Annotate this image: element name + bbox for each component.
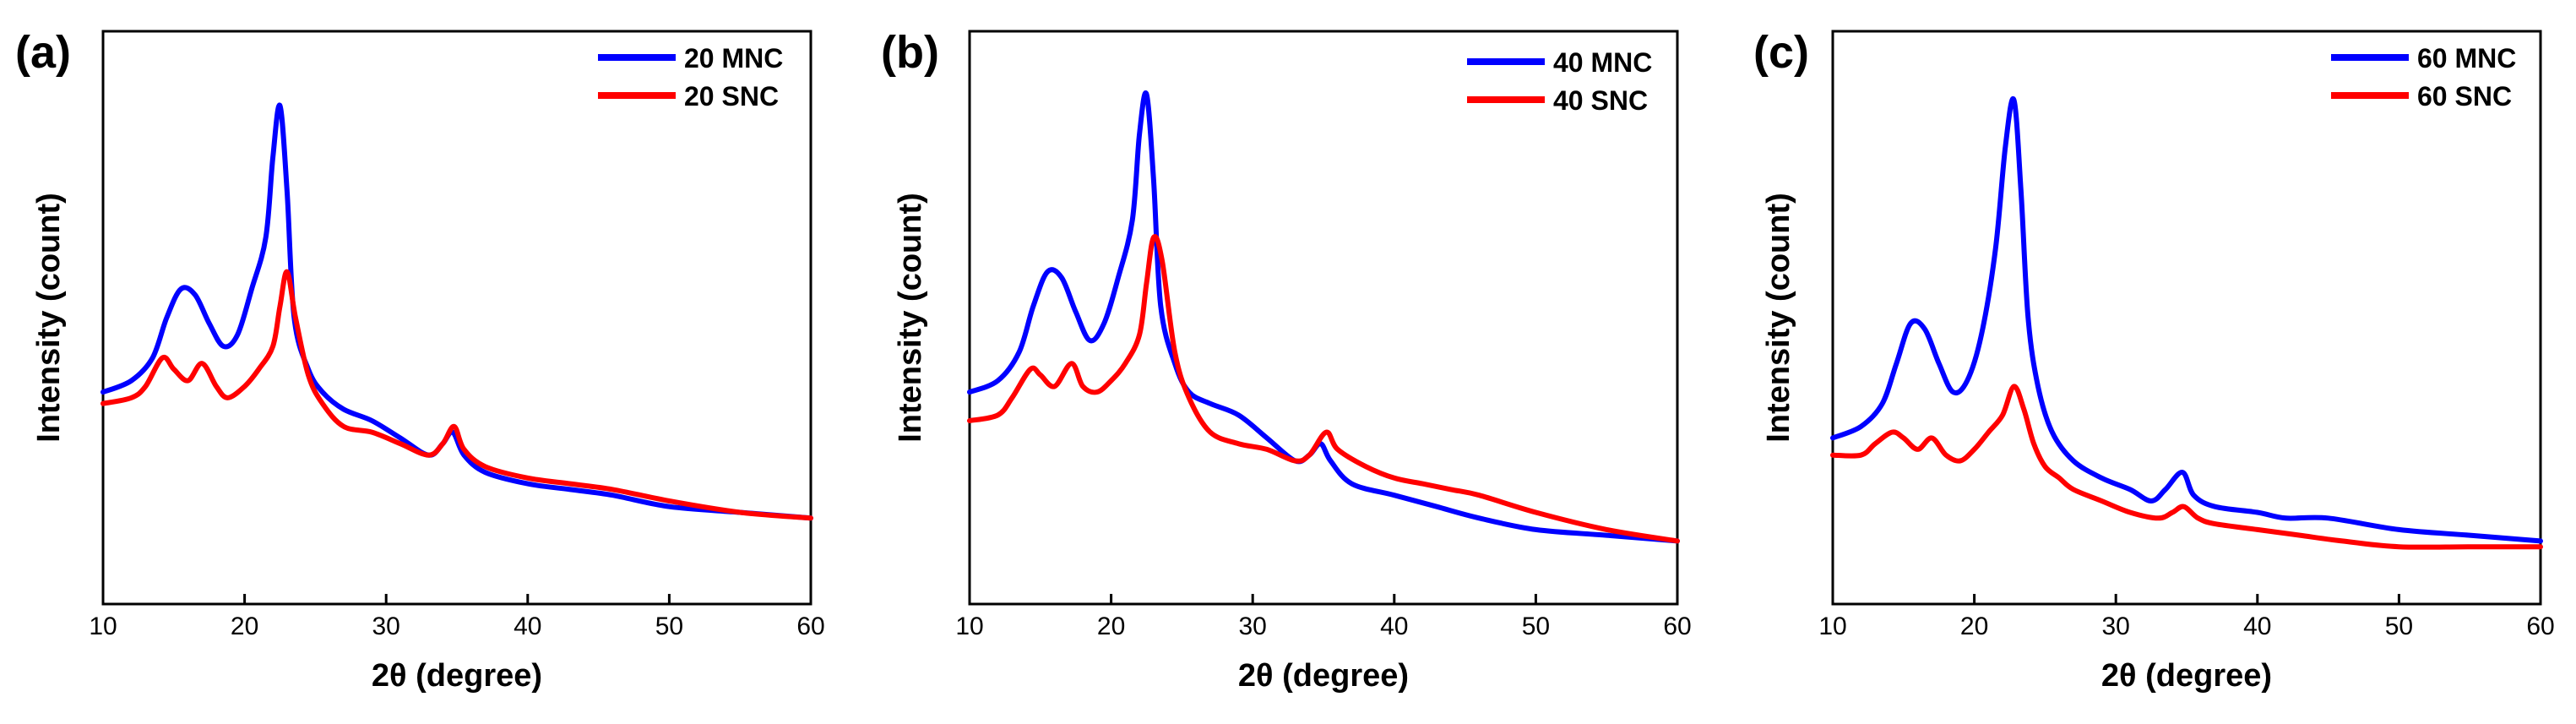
y-axis-title-c: Intensity (count) [1761,193,1796,443]
x-tick-label-50: 50 [1522,612,1550,640]
legend-label-60-snc: 60 SNC [2417,81,2512,112]
series-line-20-snc [101,269,813,521]
x-axis-ticks-c: 10 20 30 40 50 60 [1818,594,2555,640]
legend-a: 20 MNC 20 SNC [598,43,783,112]
x-tick-label-60: 60 [2526,612,2554,640]
panel-label-c: (c) [1753,27,1809,78]
x-tick-label-60: 60 [796,612,824,640]
legend-label-20-snc: 20 SNC [684,81,779,112]
y-axis-title-b: Intensity (count) [893,193,928,443]
series-lines-a [101,102,813,521]
series-lines-b [967,90,1680,544]
x-tick-label-10: 10 [1818,612,1846,640]
series-line-20-mnc [101,102,813,521]
legend-label-20-mnc: 20 MNC [684,43,783,73]
legend-label-40-mnc: 40 MNC [1553,47,1652,78]
plot-frame-b [968,30,1679,606]
series-line-60-snc [1830,384,2543,550]
series-line-60-mnc [1830,95,2543,544]
legend-label-60-mnc: 60 MNC [2417,43,2516,73]
x-tick-label-20: 20 [231,612,258,640]
x-tick-label-20: 20 [1097,612,1125,640]
x-tick-label-30: 30 [2102,612,2130,640]
panel-a: (a) Intensity (count) 2θ (degree) 10 20 30… [15,27,825,694]
plot-frame-c [1831,30,2542,606]
x-axis-ticks-a: 10 20 30 40 50 60 [89,594,825,640]
x-tick-label-40: 40 [2243,612,2271,640]
legend-b: 40 MNC 40 SNC [1467,47,1652,116]
panel-b: (b) Intensity (count) 2θ (degree) 10 20 30… [881,27,1692,694]
x-axis-title-a: 2θ (degree) [372,658,542,694]
x-tick-label-30: 30 [1239,612,1267,640]
series-lines-c [1830,95,2543,550]
x-tick-label-40: 40 [1380,612,1408,640]
x-tick-label-30: 30 [372,612,400,640]
y-axis-title-a: Intensity (count) [31,193,67,443]
x-axis-title-b: 2θ (degree) [1238,658,1409,694]
panel-label-a: (a) [15,27,71,78]
x-axis-ticks-b: 10 20 30 40 50 60 [955,594,1692,640]
x-tick-label-50: 50 [655,612,683,640]
panel-label-b: (b) [881,27,939,78]
x-tick-label-60: 60 [1663,612,1691,640]
x-tick-label-10: 10 [89,612,117,640]
legend-c: 60 MNC 60 SNC [2331,43,2516,112]
series-line-40-mnc [967,90,1680,544]
legend-label-40-snc: 40 SNC [1553,85,1648,116]
series-line-40-snc [967,234,1680,544]
x-tick-label-20: 20 [1960,612,1988,640]
x-tick-label-40: 40 [514,612,541,640]
plot-frame-a [101,30,812,606]
x-tick-label-50: 50 [2385,612,2413,640]
x-tick-label-10: 10 [955,612,983,640]
x-axis-title-c: 2θ (degree) [2101,658,2272,694]
panel-c: (c) Intensity (count) 2θ (degree) 10 20 30… [1753,27,2555,694]
